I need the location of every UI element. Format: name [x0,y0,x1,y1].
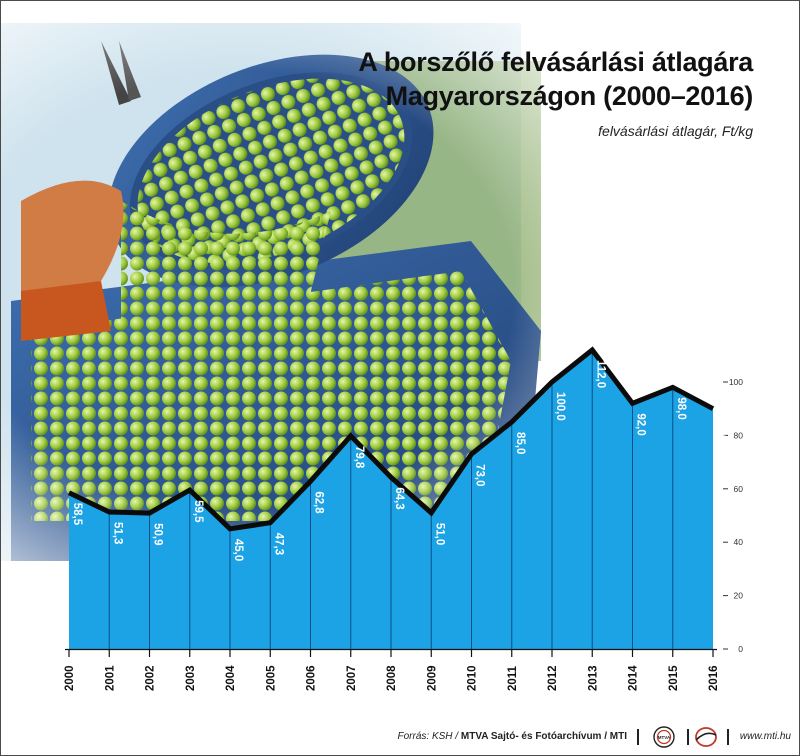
x-tick-label: 2014 [628,665,640,691]
x-tick-label: 2010 [467,665,479,691]
y-axis-unit-label: felvásárlási átlagár, Ft/kg [598,123,753,139]
x-tick-label: 2005 [265,665,277,691]
y-tick-label: 100 [729,377,743,387]
value-label: 85,0 [514,432,526,454]
x-tick-label: 2006 [306,665,318,691]
value-label: 79,8 [353,446,365,469]
value-label: 100,0 [554,392,566,421]
value-label: 51,3 [111,522,123,544]
source-credit: Forrás: KSH / MTVA Sajtó- és Fotóarchívu… [398,731,627,742]
value-label: 112,0 [594,360,606,388]
title-line-1: A borszőlő felvásárlási átlagára [358,47,753,77]
y-tick-label: 20 [734,591,744,601]
value-label: 59,5 [192,500,204,523]
x-tick-label: 2007 [346,665,358,691]
x-tick-label: 2008 [386,665,398,691]
value-label: 45,0 [232,539,244,561]
year-dividers [68,349,714,657]
x-tick-label: 2012 [547,665,559,691]
x-tick-label: 2016 [708,665,720,691]
value-label: 51,0 [433,523,445,545]
price-area-chart: 0 20 40 60 80 100 58,5 51,3 50,9 59,5 45,0 47,3 62,… [64,346,743,691]
footer: Forrás: KSH / MTVA Sajtó- és Fotóarchívu… [1,723,799,753]
y-tick-label: 80 [734,430,744,440]
value-label: 98,0 [675,397,687,419]
trend-line-layer [67,346,715,532]
value-label: 62,8 [313,491,325,514]
footer-separator [727,729,729,745]
website-url: www.mti.hu [739,731,791,742]
logo-lettering: MTVA [658,735,671,740]
source-prefix: Forrás: KSH / [397,731,461,742]
value-label: 90,0 [715,419,727,441]
mti-logo [695,727,717,747]
source-org: MTVA Sajtó- és Fotóarchívum / MTI [460,731,627,742]
x-axis-labels: 2000 2001 2002 2003 2004 2005 2006 2007 2008 2009… [64,665,720,691]
footer-separator [687,729,689,745]
value-label: 64,3 [393,487,405,509]
value-label: 50,9 [152,523,164,545]
trend-line [67,346,715,532]
x-tick-label: 2004 [225,665,237,691]
value-labels: 58,5 51,3 50,9 59,5 45,0 47,3 62,8 79,8 64,3 51,0… [71,360,727,561]
x-tick-label: 2002 [145,665,157,691]
x-tick-label: 2001 [104,665,116,691]
chart-title: A borszőlő felvásárlási átlagára Magyaro… [358,45,753,113]
x-tick-label: 2000 [64,665,76,691]
x-tick-label: 2015 [668,665,680,691]
value-label: 47,3 [272,533,284,555]
y-tick-label: 60 [734,484,744,494]
title-line-2: Magyarországon (2000–2016) [385,81,754,111]
x-tick-label: 2013 [587,665,599,691]
value-label: 92,0 [635,413,647,435]
value-label: 73,0 [474,464,486,486]
mtva-logo: MTVA [653,726,675,748]
x-tick-label: 2009 [426,665,438,691]
y-tick-label: 40 [734,537,744,547]
y-tick-label: 0 [738,644,743,654]
footer-separator [637,729,639,745]
x-tick-label: 2003 [185,665,197,691]
x-tick-label: 2011 [507,665,519,691]
value-label: 58,5 [71,503,83,526]
y-axis-ticks: 0 20 40 60 80 100 [723,377,743,654]
